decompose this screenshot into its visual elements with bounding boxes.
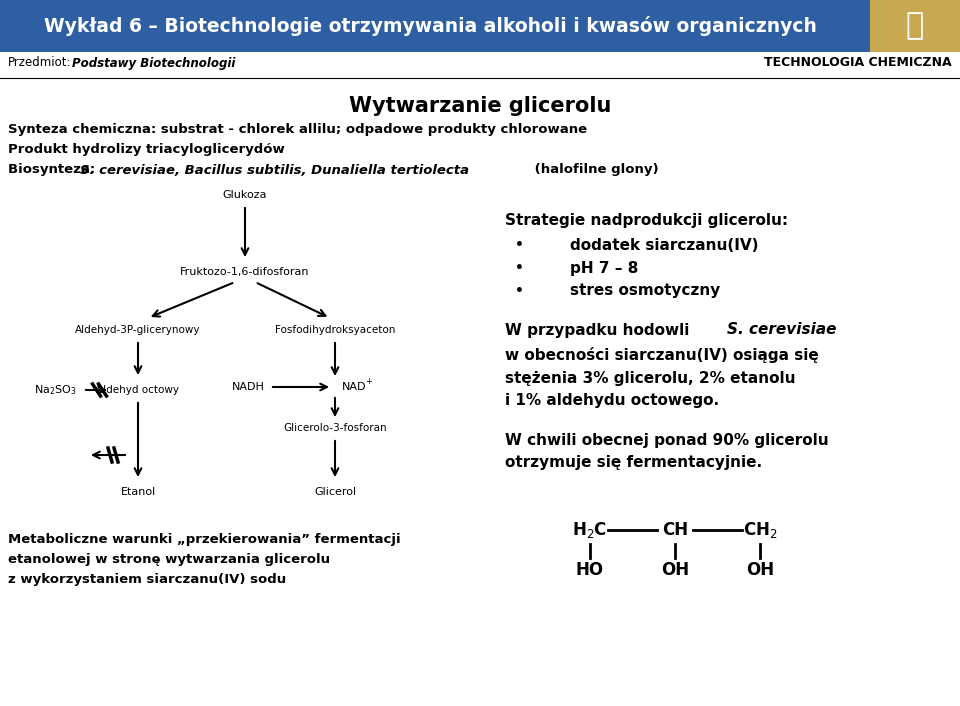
Text: stężenia 3% glicerolu, 2% etanolu: stężenia 3% glicerolu, 2% etanolu [505, 371, 796, 385]
Text: pH 7 – 8: pH 7 – 8 [570, 261, 638, 275]
Text: +: + [365, 376, 372, 385]
Text: stres osmotyczny: stres osmotyczny [570, 284, 720, 299]
Text: Biosynteza:: Biosynteza: [8, 164, 100, 176]
Text: Glicerol: Glicerol [314, 487, 356, 497]
Text: Fruktozo-1,6-difosforan: Fruktozo-1,6-difosforan [180, 267, 310, 277]
Text: Podstawy Biotechnologii: Podstawy Biotechnologii [72, 56, 235, 69]
Text: W chwili obecnej ponad 90% glicerolu: W chwili obecnej ponad 90% glicerolu [505, 433, 828, 448]
Text: S. cerevisiae: S. cerevisiae [727, 323, 836, 337]
Text: w obecności siarczanu(IV) osiąga się: w obecności siarczanu(IV) osiąga się [505, 347, 819, 363]
Text: OH: OH [660, 561, 689, 579]
Text: Synteza chemiczna: substrat - chlorek allilu; odpadowe produkty chlorowane: Synteza chemiczna: substrat - chlorek al… [8, 124, 588, 136]
Text: i 1% aldehydu octowego.: i 1% aldehydu octowego. [505, 393, 719, 409]
Text: Strategie nadprodukcji glicerolu:: Strategie nadprodukcji glicerolu: [505, 213, 788, 227]
Text: Glicerolo-3-fosforan: Glicerolo-3-fosforan [283, 423, 387, 433]
Text: Glukoza: Glukoza [223, 190, 267, 200]
Text: S. cerevisiae, Bacillus subtilis, Dunaliella tertiolecta: S. cerevisiae, Bacillus subtilis, Dunali… [80, 164, 469, 176]
Text: Przedmiot:: Przedmiot: [8, 56, 71, 69]
Text: W przypadku hodowli: W przypadku hodowli [505, 323, 695, 337]
Text: CH$_2$: CH$_2$ [743, 520, 778, 540]
Text: HO: HO [576, 561, 604, 579]
Text: Na$_2$SO$_3$: Na$_2$SO$_3$ [34, 383, 77, 397]
Text: otrzymuje się fermentacyjnie.: otrzymuje się fermentacyjnie. [505, 455, 762, 470]
Text: Wykład 6 – Biotechnologie otrzymywania alkoholi i kwasów organicznych: Wykład 6 – Biotechnologie otrzymywania a… [43, 16, 816, 36]
Text: •: • [515, 284, 524, 298]
Text: •: • [515, 238, 524, 252]
Text: NAD: NAD [342, 382, 367, 392]
Text: Wytwarzanie glicerolu: Wytwarzanie glicerolu [348, 96, 612, 116]
Text: Metaboliczne warunki „przekierowania” fermentacji: Metaboliczne warunki „przekierowania” fe… [8, 534, 400, 546]
Bar [0, 0, 960, 52]
Text: Aldehyd-3P-glicerynowy: Aldehyd-3P-glicerynowy [75, 325, 201, 335]
Text: etanolowej w stronę wytwarzania glicerolu: etanolowej w stronę wytwarzania glicerol… [8, 554, 330, 566]
Text: z wykorzystaniem siarczanu(IV) sodu: z wykorzystaniem siarczanu(IV) sodu [8, 573, 286, 587]
Text: dodatek siarczanu(IV): dodatek siarczanu(IV) [570, 237, 758, 253]
Text: CH: CH [662, 521, 688, 539]
Text: H$_2$C: H$_2$C [572, 520, 608, 540]
Text: NADH: NADH [231, 382, 264, 392]
Text: ⛊: ⛊ [906, 11, 924, 40]
Bar [870, 0, 960, 52]
Text: Produkt hydrolizy triacyloglicerydów: Produkt hydrolizy triacyloglicerydów [8, 143, 285, 157]
Text: Fosfodihydroksyaceton: Fosfodihydroksyaceton [275, 325, 396, 335]
Text: TECHNOLOGIA CHEMICZNA: TECHNOLOGIA CHEMICZNA [764, 56, 952, 69]
Text: •: • [515, 261, 524, 275]
Text: Aldehyd octowy: Aldehyd octowy [97, 385, 180, 395]
Text: Etanol: Etanol [120, 487, 156, 497]
Text: OH: OH [746, 561, 774, 579]
Text: (halofilne glony): (halofilne glony) [530, 164, 659, 176]
